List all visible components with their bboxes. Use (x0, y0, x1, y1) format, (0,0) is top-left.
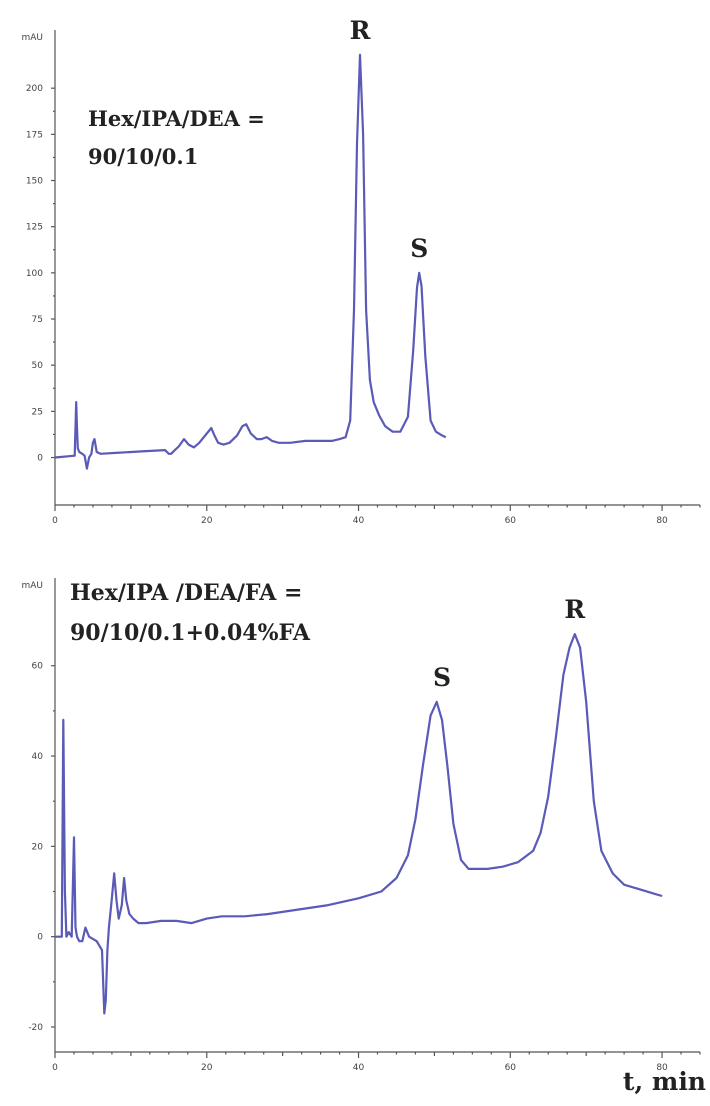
y-unit-label: mAU (21, 33, 43, 43)
peak-label: S (433, 663, 451, 692)
peak-label: S (410, 234, 428, 263)
top-chromatogram: 0 25 50 75 100 125 150 175 200 mAU 0 20 40 60 80 Hex/IP… (21, 16, 701, 526)
mobile-phase-label: 90/10/0.1+0.04%FA (70, 620, 311, 646)
y-tick-label: 125 (26, 223, 43, 233)
y-tick-label: 75 (32, 315, 43, 325)
x-tick-label: 0 (52, 516, 58, 526)
mobile-phase-label: Hex/IPA /DEA/FA = (70, 580, 302, 606)
y-tick-label: 50 (32, 361, 44, 371)
x-axis-label: t, min (623, 1067, 706, 1096)
x-tick-label: 0 (52, 1063, 58, 1073)
peak-label: R (350, 16, 371, 45)
y-tick-label: 20 (32, 842, 44, 852)
x-tick-label: 40 (353, 516, 365, 526)
x-tick-label: 80 (656, 1063, 668, 1073)
x-tick-label: 80 (656, 516, 668, 526)
y-tick-label: -20 (28, 1023, 43, 1033)
y-tick-label: 175 (26, 130, 43, 140)
chromatogram-trace (55, 633, 663, 1015)
x-tick-label: 60 (505, 516, 517, 526)
y-tick-label: 25 (32, 407, 43, 417)
bottom-chromatogram: -20 0 20 40 60 mAU 0 20 40 60 80 Hex/IPA /DEA/FA = 9… (21, 578, 701, 1073)
y-tick-label: 40 (32, 752, 44, 762)
y-tick-label: 0 (37, 933, 43, 943)
y-tick-label: 60 (32, 662, 44, 672)
peak-label: R (564, 595, 585, 624)
chromatogram-trace (54, 53, 447, 470)
x-tick-label: 40 (353, 1063, 365, 1073)
y-tick-label: 100 (26, 269, 43, 279)
x-tick-label: 20 (201, 516, 213, 526)
x-tick-label: 20 (201, 1063, 213, 1073)
y-unit-label: mAU (21, 581, 43, 591)
mobile-phase-label: 90/10/0.1 (88, 144, 198, 169)
y-tick-label: 200 (26, 84, 43, 94)
y-tick-label: 150 (26, 177, 43, 187)
mobile-phase-label: Hex/IPA/DEA = (88, 106, 265, 131)
x-tick-label: 60 (505, 1063, 517, 1073)
y-tick-label: 0 (37, 454, 43, 464)
